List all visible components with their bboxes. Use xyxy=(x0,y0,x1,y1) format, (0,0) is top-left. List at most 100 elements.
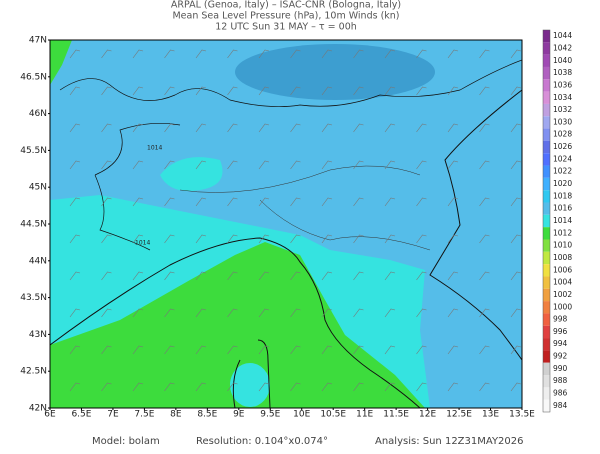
wind-barb xyxy=(321,86,333,96)
wind-barb xyxy=(384,86,396,96)
colorbar-swatch xyxy=(543,251,550,265)
wind-barb xyxy=(384,308,396,318)
colorbar-label: 1038 xyxy=(553,68,572,77)
lat-label: 46N xyxy=(29,109,47,119)
wind-barb xyxy=(447,345,459,355)
wind-barb xyxy=(195,234,207,244)
pressure-field xyxy=(50,40,522,408)
title-line: Mean Sea Level Pressure (hPa), 10m Winds… xyxy=(172,11,399,22)
wind-barb xyxy=(227,234,238,244)
band-1014-corsica xyxy=(230,363,270,407)
colorbar-label: 1008 xyxy=(553,253,572,262)
colorbar-swatch xyxy=(543,325,550,339)
wind-barb xyxy=(227,271,238,281)
wind-barb xyxy=(321,160,333,170)
wind-barb xyxy=(101,160,112,170)
colorbar-swatch xyxy=(543,264,550,277)
wind-barb xyxy=(164,123,175,133)
colorbar-label: 1020 xyxy=(553,179,572,188)
colorbar-swatch xyxy=(543,116,550,129)
colorbar-swatch xyxy=(543,165,550,178)
wind-barb xyxy=(227,308,238,318)
adriatic-coast xyxy=(429,89,522,361)
colorbar-label: 1010 xyxy=(553,241,572,250)
wind-barb xyxy=(416,345,427,355)
wind-barb xyxy=(101,382,112,392)
wind-barb xyxy=(195,308,207,318)
colorbar-label: 1028 xyxy=(553,130,572,139)
title-line: 12 UTC Sun 31 MAY – τ = 00h xyxy=(215,22,357,33)
wind-barb xyxy=(227,160,238,170)
wind-barb xyxy=(69,160,81,170)
wind-barb xyxy=(195,123,207,133)
colorbar-swatch xyxy=(543,91,550,104)
wind-barb xyxy=(164,234,175,244)
wind-barb xyxy=(353,345,364,355)
wind-barb xyxy=(479,123,490,133)
wind-barb xyxy=(101,86,112,96)
wind-barb xyxy=(384,197,396,207)
wind-barb xyxy=(479,49,490,59)
wind-barb xyxy=(353,308,364,318)
wind-barb xyxy=(321,49,333,59)
wind-barb xyxy=(447,160,459,170)
wind-barb xyxy=(195,382,207,392)
band-1012 xyxy=(50,40,72,85)
wind-barb xyxy=(416,123,427,133)
colorbar-swatch xyxy=(543,30,550,43)
colorbar-label: 1006 xyxy=(553,265,572,274)
wind-barb xyxy=(258,197,270,207)
wind-barb xyxy=(227,49,238,59)
lon-label: 12.5E xyxy=(446,410,472,420)
wind-barb xyxy=(447,197,459,207)
wind-barb xyxy=(164,308,175,318)
wind-barb xyxy=(258,382,270,392)
wind-barb xyxy=(227,197,238,207)
colorbar-swatch xyxy=(543,375,550,388)
colorbar-swatch xyxy=(543,153,550,166)
wind-barb xyxy=(416,160,427,170)
colorbar-label: 1024 xyxy=(553,154,572,163)
colorbar-swatch xyxy=(543,128,550,141)
colorbar-label: 1040 xyxy=(553,56,572,65)
coastline xyxy=(50,237,421,408)
wind-barb xyxy=(290,197,301,207)
wind-barb xyxy=(510,197,522,207)
colorbar-swatch xyxy=(543,214,550,228)
wind-barb xyxy=(416,234,427,244)
lon-label: 10.5E xyxy=(320,410,346,420)
colorbar-swatch xyxy=(543,66,550,80)
lat-label: 44.5N xyxy=(20,220,47,230)
wind-barb xyxy=(164,197,175,207)
wind-barb xyxy=(447,234,459,244)
wind-barb xyxy=(258,271,270,281)
contour-label: 1014 xyxy=(135,240,150,247)
border xyxy=(94,123,181,251)
colorbar-label: 1022 xyxy=(553,167,572,176)
contour-label: 1014 xyxy=(147,145,162,152)
wind-barb xyxy=(321,308,333,318)
wind-barb xyxy=(447,382,459,392)
wind-barb xyxy=(290,308,301,318)
wind-barb xyxy=(132,160,144,170)
wind-barb xyxy=(101,234,112,244)
wind-barb xyxy=(195,49,207,59)
wind-barb xyxy=(510,308,522,318)
lat-label: 45.5N xyxy=(20,146,47,156)
lon-label: 12E xyxy=(419,410,436,420)
wind-barb xyxy=(227,86,238,96)
colorbar-label: 1042 xyxy=(553,43,572,52)
wind-barb xyxy=(132,345,144,355)
wind-barb xyxy=(290,160,301,170)
wind-barb xyxy=(195,197,207,207)
wind-barb xyxy=(479,345,490,355)
colorbar-swatch xyxy=(543,79,550,92)
wind-barb xyxy=(353,271,364,281)
wind-barb xyxy=(321,197,333,207)
colorbar-swatch xyxy=(543,239,550,252)
wind-barb xyxy=(510,234,522,244)
lon-label: 6E xyxy=(44,410,56,420)
wind-barb xyxy=(447,49,459,59)
colorbar-swatch xyxy=(543,350,550,363)
lat-label: 43N xyxy=(29,330,47,340)
